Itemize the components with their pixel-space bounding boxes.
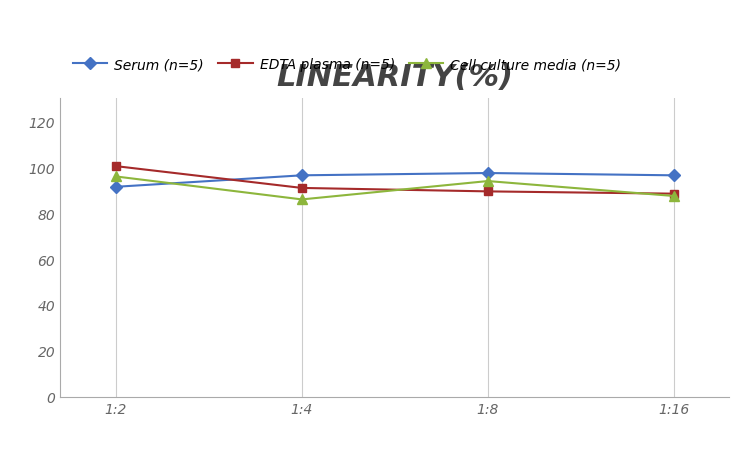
Title: LINEARITY(%): LINEARITY(%) xyxy=(276,62,514,92)
EDTA plasma (n=5) xyxy=(111,164,120,170)
Serum (n=5) xyxy=(484,171,493,176)
Cell culture media (n=5) xyxy=(669,194,678,199)
Line: Serum (n=5): Serum (n=5) xyxy=(112,170,678,192)
Serum (n=5) xyxy=(111,184,120,190)
Serum (n=5) xyxy=(669,173,678,179)
Line: EDTA plasma (n=5): EDTA plasma (n=5) xyxy=(112,163,678,198)
Legend: Serum (n=5), EDTA plasma (n=5), Cell culture media (n=5): Serum (n=5), EDTA plasma (n=5), Cell cul… xyxy=(67,53,627,78)
Cell culture media (n=5) xyxy=(111,175,120,180)
EDTA plasma (n=5) xyxy=(669,192,678,197)
EDTA plasma (n=5) xyxy=(297,186,306,191)
Cell culture media (n=5) xyxy=(297,197,306,202)
EDTA plasma (n=5) xyxy=(484,189,493,195)
Line: Cell culture media (n=5): Cell culture media (n=5) xyxy=(111,172,678,205)
Cell culture media (n=5) xyxy=(484,179,493,184)
Serum (n=5) xyxy=(297,173,306,179)
